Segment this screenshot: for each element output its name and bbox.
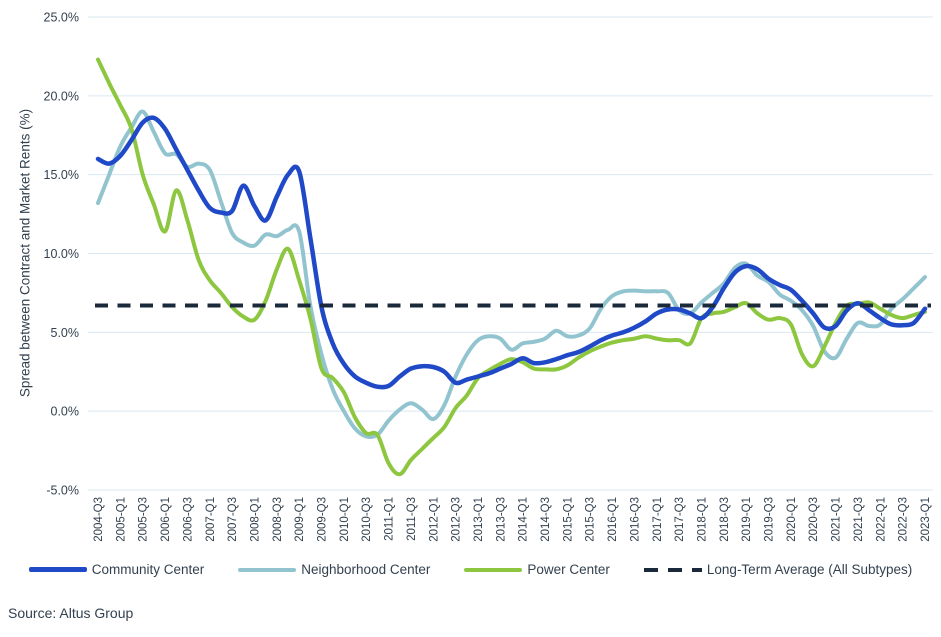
line-chart: 25.0% 20.0% 15.0% 10.0% 5.0% 0.0% -5.0% 2004-Q3… <box>44 11 933 542</box>
x-tick-label: 2015-Q3 <box>585 497 597 542</box>
series-line-power-center <box>96 57 927 477</box>
x-tick-label: 2017-Q1 <box>652 497 664 542</box>
y-tick-label: 5.0% <box>51 326 80 340</box>
x-tick-label: 2019-Q3 <box>764 497 776 542</box>
x-tick-label: 2009-Q3 <box>317 497 329 542</box>
x-tick-label: 2008-Q3 <box>272 497 284 542</box>
x-tick-label: 2009-Q1 <box>294 497 306 542</box>
x-tick-label: 2008-Q1 <box>250 497 262 542</box>
x-tick-label: 2023-Q1 <box>920 497 932 542</box>
x-tick-label: 2021-Q3 <box>853 497 865 542</box>
series-line-neighborhood-center <box>96 109 927 440</box>
x-tick-label: 2005-Q3 <box>138 497 150 542</box>
x-tick-label: 2011-Q1 <box>384 497 396 541</box>
x-tick-label: 2012-Q3 <box>451 497 463 542</box>
x-tick-label: 2007-Q3 <box>227 497 239 542</box>
x-tick-label: 2006-Q3 <box>182 497 194 542</box>
legend-line-power-center <box>464 567 523 572</box>
x-tick-label: 2019-Q1 <box>741 497 753 542</box>
legend-item-neighborhood-center: Neighborhood Center <box>238 562 430 577</box>
x-tick-label: 2013-Q3 <box>495 497 507 542</box>
y-tick-label: 15.0% <box>44 168 79 182</box>
x-tick-label: 2022-Q1 <box>875 497 887 542</box>
series-line-community-center <box>95 115 928 390</box>
legend-label-neighborhood-center: Neighborhood Center <box>301 562 431 577</box>
y-tick-label: 10.0% <box>44 247 79 261</box>
legend-label-power-center: Power Center <box>527 562 610 577</box>
x-tick-label: 2020-Q3 <box>808 497 820 542</box>
legend-label-community-center: Community Center <box>91 562 205 577</box>
source-note: Source: Altus Group <box>8 605 134 621</box>
x-tick-label: 2016-Q3 <box>629 497 641 542</box>
y-tick-label: 25.0% <box>44 11 79 25</box>
x-tick-label: 2022-Q3 <box>898 497 910 542</box>
y-tick-label: 0.0% <box>51 405 80 419</box>
x-tick-label: 2010-Q1 <box>339 497 351 542</box>
legend-line-community-center <box>28 567 87 572</box>
x-tick-label: 2015-Q1 <box>562 497 574 542</box>
y-tick-label: 20.0% <box>44 89 79 103</box>
x-tick-label: 2021-Q1 <box>831 497 843 542</box>
x-tick-label: 2012-Q1 <box>428 497 440 542</box>
x-tick-label: 2005-Q1 <box>115 497 127 542</box>
x-tick-label: 2011-Q3 <box>406 497 418 541</box>
x-tick-label: 2016-Q1 <box>607 497 619 542</box>
x-tick-label: 2010-Q3 <box>361 497 373 542</box>
x-tick-label: 2018-Q1 <box>697 497 709 542</box>
legend-item-power-center: Power Center <box>464 562 610 577</box>
legend-line-long-term-average <box>643 567 702 572</box>
y-tick-label: -5.0% <box>46 484 79 498</box>
x-tick-label: 2017-Q3 <box>674 497 686 542</box>
x-tick-label: 2020-Q1 <box>786 497 798 542</box>
x-tick-label: 2007-Q1 <box>205 497 217 542</box>
x-tick-label: 2004-Q3 <box>93 497 105 542</box>
y-axis-title: Spread between Contract and Market Rents… <box>17 108 33 398</box>
legend-label-long-term-average: Long-Term Average (All Subtypes) <box>706 562 913 577</box>
legend-item-long-term-average: Long-Term Average (All Subtypes) <box>643 562 913 577</box>
x-tick-label: 2013-Q1 <box>473 497 485 542</box>
legend-item-community-center: Community Center <box>28 562 205 577</box>
x-tick-label: 2018-Q3 <box>719 497 731 542</box>
legend-line-neighborhood-center <box>238 567 297 572</box>
chart-legend: Community Center Neighborhood Center Pow… <box>0 562 941 577</box>
x-tick-label: 2014-Q1 <box>518 497 530 542</box>
x-tick-label: 2014-Q3 <box>540 497 552 542</box>
x-tick-label: 2006-Q1 <box>160 497 172 542</box>
